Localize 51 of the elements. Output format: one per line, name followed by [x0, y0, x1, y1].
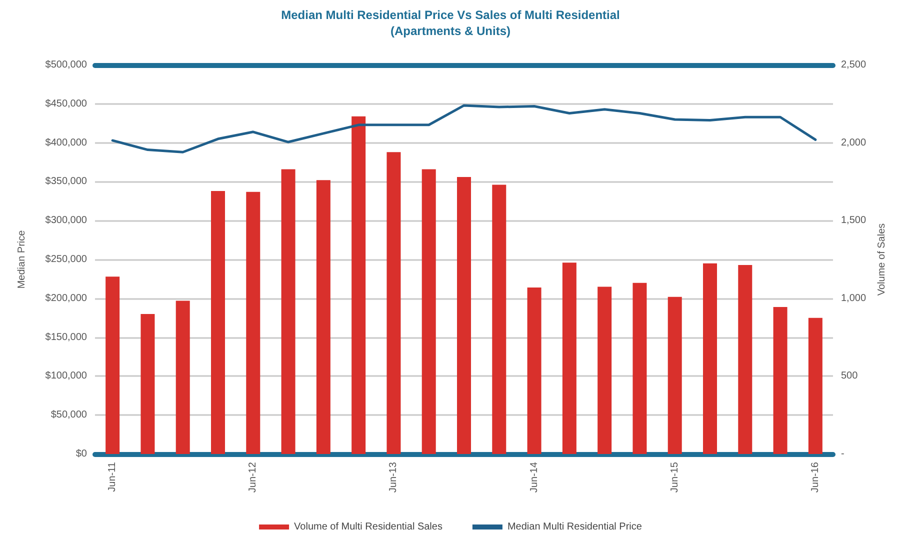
- x-tick-label: Jun-14: [528, 462, 540, 493]
- bar: [457, 177, 471, 454]
- bar: [316, 180, 330, 454]
- line-series: [111, 104, 817, 154]
- y2-tick-label: 1,500: [841, 215, 866, 226]
- legend-label: Median Multi Residential Price: [507, 522, 642, 532]
- y-tick-label: $250,000: [45, 254, 88, 265]
- bar: [668, 296, 682, 454]
- y-tick-label: $50,000: [50, 410, 88, 421]
- bar: [281, 169, 296, 454]
- bar: [808, 318, 822, 454]
- bar: [598, 286, 612, 454]
- bar: [562, 262, 576, 454]
- y-tick-label: $350,000: [45, 176, 88, 188]
- x-tick-label: Jun-15: [669, 462, 680, 493]
- bar: [738, 264, 752, 454]
- bar: [632, 282, 647, 454]
- y2-tick-label: 1,000: [841, 292, 866, 304]
- bar: [176, 300, 190, 454]
- bar: [773, 306, 788, 454]
- y-tick-label: $300,000: [45, 215, 88, 226]
- bar: [352, 116, 366, 454]
- x-tick-label: Jun-13: [388, 462, 400, 493]
- x-tick-label: Jun-11: [107, 462, 118, 492]
- bar: [211, 191, 225, 454]
- bar: [422, 169, 436, 454]
- y2-tick-label: 2,000: [841, 137, 866, 148]
- y-tick-label: $400,000: [45, 137, 88, 148]
- bar: [246, 192, 260, 454]
- chart-subtitle: (Apartments & Units): [390, 24, 511, 38]
- y-tick-label: $0: [76, 448, 88, 460]
- y-tick-label: $100,000: [45, 370, 88, 382]
- y-axis-title: Median Price: [16, 230, 28, 289]
- y2-tick-label: 2,500: [841, 60, 866, 70]
- x-tick-label: Jun-12: [248, 462, 259, 493]
- bar: [106, 276, 120, 454]
- y2-tick-label: -: [841, 448, 844, 460]
- bar: [492, 184, 506, 454]
- y-tick-label: $500,000: [45, 60, 88, 70]
- y-tick-label: $150,000: [45, 332, 88, 343]
- bar: [527, 288, 542, 454]
- y2-axis-title: Volume of Sales: [876, 223, 888, 296]
- chart-title: Median Multi Residential Price Vs Sales of Multi Residential: [281, 8, 620, 22]
- legend-label: Volume of Multi Residential Sales: [294, 522, 442, 532]
- bar: [386, 152, 401, 454]
- bar: [703, 263, 717, 454]
- y-tick-label: $450,000: [45, 98, 88, 110]
- x-tick-label: Jun-16: [810, 462, 821, 493]
- y2-tick-label: 500: [841, 370, 858, 382]
- y-tick-label: $200,000: [45, 292, 88, 304]
- bar: [140, 314, 155, 454]
